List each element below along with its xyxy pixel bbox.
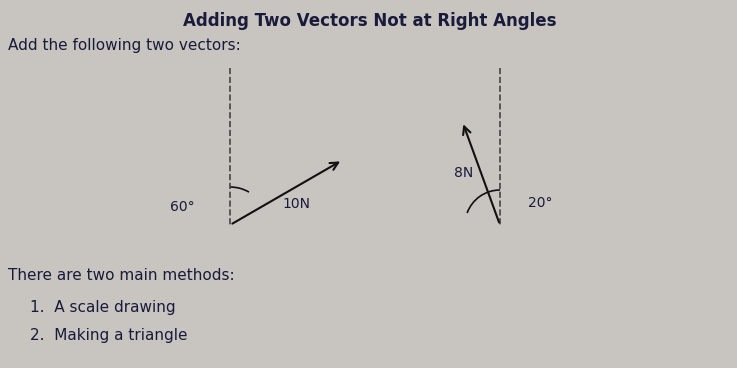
Text: 2.  Making a triangle: 2. Making a triangle: [30, 328, 187, 343]
Text: There are two main methods:: There are two main methods:: [8, 268, 234, 283]
Text: 10N: 10N: [282, 198, 310, 212]
Text: Add the following two vectors:: Add the following two vectors:: [8, 38, 241, 53]
Text: 1.  A scale drawing: 1. A scale drawing: [30, 300, 175, 315]
Text: 20°: 20°: [528, 196, 552, 210]
Text: Adding Two Vectors Not at Right Angles: Adding Two Vectors Not at Right Angles: [184, 12, 556, 30]
Text: 8N: 8N: [453, 166, 473, 180]
Text: 60°: 60°: [170, 200, 195, 214]
